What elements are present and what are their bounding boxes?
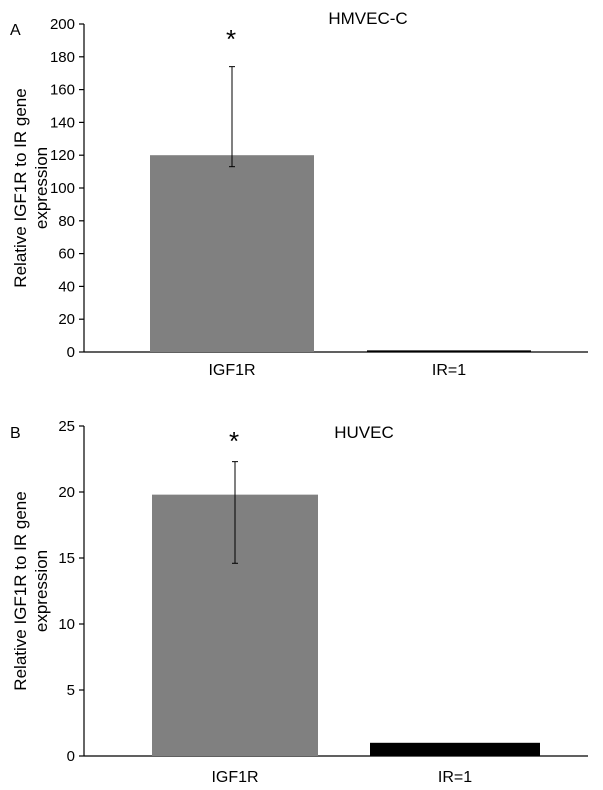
panel-b-y-tick-label: 20	[58, 484, 75, 501]
panel-a-significance-star: *	[226, 24, 236, 54]
panel-b-title: HUVEC	[334, 423, 394, 442]
panel-a-y-tick-label: 140	[50, 114, 75, 131]
panel-a-y-axis-label: Relative IGF1R to IR gene expression	[11, 88, 51, 287]
panel-a-y-tick-label: 80	[58, 213, 75, 230]
panel-b-y-axis-label: Relative IGF1R to IR gene expression	[11, 491, 51, 690]
panel-a-y-tick-label: 40	[58, 278, 75, 295]
panel-a-category-label: IGF1R	[208, 362, 255, 379]
panel-a-title: HMVEC-C	[328, 9, 407, 28]
panel-a-y-tick-label: 0	[67, 344, 75, 361]
panel-a-y-tick-label: 20	[58, 311, 75, 328]
panel-a-bar-ir1	[367, 350, 531, 352]
panel-a-y-tick-label: 60	[58, 246, 75, 263]
panel-b-bar-ir1	[370, 742, 540, 756]
panel-a-bar-igf1r	[150, 155, 314, 352]
panel-b-y-axis-label-line: Relative IGF1R to IR gene	[11, 491, 30, 690]
panel-b-letter: B	[10, 425, 21, 442]
panel-a-y-tick-label: 160	[50, 82, 75, 99]
panel-a-y-tick-label: 200	[50, 16, 75, 33]
panel-a-category-label: IR=1	[432, 362, 466, 379]
panel-b-y-axis-label-line: expression	[32, 550, 51, 632]
panel-b-category-label: IGF1R	[211, 769, 258, 786]
panel-b-y-tick-label: 5	[67, 682, 75, 699]
panel-a-y-axis-label-line: expression	[32, 147, 51, 229]
panel-a-y-tick-label: 100	[50, 180, 75, 197]
panel-b-y-tick-label: 15	[58, 550, 75, 567]
panel-b-category-label: IR=1	[438, 769, 472, 786]
panel-b-significance-star: *	[229, 426, 239, 456]
panel-a-y-axis-label-line: Relative IGF1R to IR gene	[11, 88, 30, 287]
panel-a-y-tick-label: 120	[50, 147, 75, 164]
panel-b-y-tick-label: 0	[67, 748, 75, 765]
panel-a-letter: A	[10, 22, 21, 39]
panel-b-y-tick-label: 10	[58, 616, 75, 633]
panel-b-y-tick-label: 25	[58, 418, 75, 435]
panel-a-y-tick-label: 180	[50, 49, 75, 66]
